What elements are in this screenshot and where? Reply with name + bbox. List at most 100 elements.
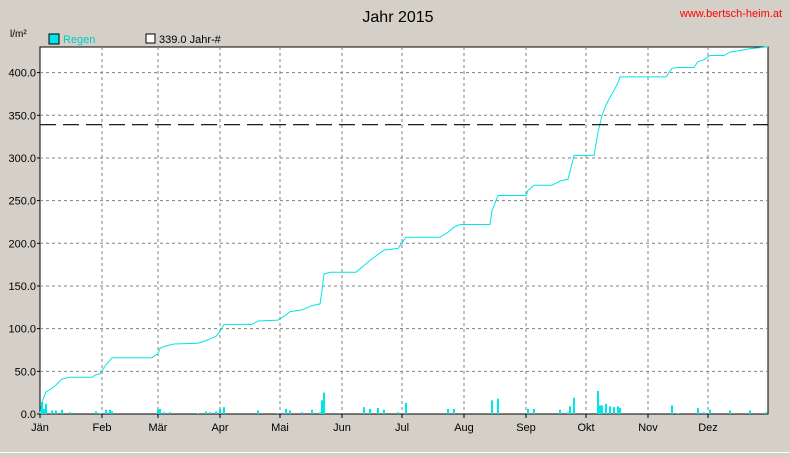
y-axis-unit: l/m² — [10, 29, 27, 40]
y-tick-label: 50.0 — [15, 366, 36, 378]
rain-bar — [163, 412, 165, 414]
y-tick-label: 400.0 — [8, 68, 36, 80]
rain-bar — [697, 408, 699, 414]
rain-bar — [205, 411, 207, 414]
rain-bar — [55, 410, 57, 414]
month-label: Mai — [271, 422, 289, 434]
x-axis-months: Jän Feb Mär Apr Mai Jun Jul Aug Sep Okt Nov Dez — [31, 414, 718, 434]
y-tick-label: 150.0 — [8, 281, 36, 293]
website-link[interactable]: www.bertsch-heim.at — [679, 8, 782, 20]
plot-area — [39, 46, 769, 415]
cumulative-rain-line — [39, 46, 768, 415]
rain-bar — [617, 406, 619, 414]
rain-bar — [41, 402, 43, 414]
legend: Regen 339.0 Jahr-# — [48, 33, 222, 46]
rain-bar — [405, 402, 407, 414]
rain-bar — [749, 410, 751, 414]
grid — [40, 47, 768, 414]
month-label: Jul — [395, 422, 409, 434]
rain-bar — [301, 412, 303, 414]
rain-bar — [677, 413, 679, 414]
rain-bar — [597, 390, 599, 414]
rain-bar — [289, 410, 291, 414]
rain-bar — [453, 408, 455, 414]
rain-bar — [383, 409, 385, 414]
rain-bar — [533, 408, 535, 414]
month-label: Jun — [333, 422, 351, 434]
y-tick-label: 200.0 — [8, 238, 36, 250]
rain-bar — [599, 405, 601, 414]
y-tick-label: 100.0 — [8, 324, 36, 336]
rain-bar — [99, 413, 101, 414]
rain-bar — [619, 408, 621, 414]
y-tick-label: 250.0 — [8, 196, 36, 208]
month-label: Sep — [516, 422, 536, 434]
y-axis-ticks: 0.0 50.0 100.0 150.0 200.0 250.0 300.0 350.0 400… — [8, 68, 40, 421]
rain-bar — [43, 408, 45, 414]
month-label: Apr — [211, 422, 228, 434]
rain-bar — [285, 408, 287, 414]
rain-bar — [527, 408, 529, 414]
rain-bar — [109, 409, 111, 414]
legend-regen-label: Regen — [63, 34, 95, 46]
rain-bar — [369, 408, 371, 414]
month-label: Nov — [638, 422, 658, 434]
rain-bar — [105, 409, 107, 414]
rain-bar — [223, 407, 225, 414]
rain-bar — [321, 400, 323, 414]
rain-bar — [215, 411, 217, 414]
rain-bar — [569, 406, 571, 414]
rain-bar — [559, 409, 561, 414]
rain-bar — [45, 403, 47, 414]
rain-bar — [765, 412, 767, 414]
rain-bar — [69, 412, 71, 414]
y-tick-label: 350.0 — [8, 110, 36, 122]
rain-bar — [671, 405, 673, 414]
rain-bar — [363, 407, 365, 414]
month-label: Dez — [698, 422, 718, 434]
rain-bar — [497, 398, 499, 414]
month-label: Mär — [149, 422, 168, 434]
rain-bar — [377, 408, 379, 414]
y-tick-label: 0.0 — [21, 409, 36, 421]
rain-bar — [447, 408, 449, 414]
rain-bar — [219, 408, 221, 414]
chart-title: Jahr 2015 — [362, 9, 433, 26]
rain-bar — [197, 413, 199, 414]
rain-bar — [95, 411, 97, 414]
rain-bar — [277, 413, 279, 414]
rain-bar — [613, 407, 615, 414]
rain-bar — [573, 397, 575, 414]
legend-regen-swatch — [48, 33, 60, 45]
legend-avg-label: 339.0 Jahr-# — [159, 34, 222, 46]
rain-bar — [51, 410, 53, 414]
month-label: Okt — [577, 422, 594, 434]
month-label: Aug — [454, 422, 474, 434]
rain-bar — [605, 403, 607, 414]
rain-bar — [729, 410, 731, 414]
rain-bar — [491, 400, 493, 414]
rain-bar — [323, 392, 325, 414]
rain-bar — [397, 412, 399, 414]
rain-bar — [601, 405, 603, 414]
daily-rain-bars — [41, 390, 767, 414]
y-tick-label: 300.0 — [8, 153, 36, 165]
rain-bar — [209, 412, 211, 414]
rain-bar — [709, 409, 711, 414]
rain-bar — [703, 412, 705, 414]
rain-bar — [567, 412, 569, 414]
rain-bar — [311, 409, 313, 414]
month-label: Feb — [93, 422, 112, 434]
legend-avg-swatch — [145, 33, 156, 44]
rain-bar — [61, 409, 63, 414]
month-label: Jän — [31, 422, 49, 434]
rain-bar — [111, 411, 113, 414]
footer-bar — [0, 452, 790, 457]
rain-bar — [319, 412, 321, 414]
rain-bar — [257, 410, 259, 414]
rain-bar — [159, 408, 161, 414]
rain-bar — [169, 412, 171, 414]
rain-bar — [609, 406, 611, 414]
rain-bar — [157, 409, 159, 414]
